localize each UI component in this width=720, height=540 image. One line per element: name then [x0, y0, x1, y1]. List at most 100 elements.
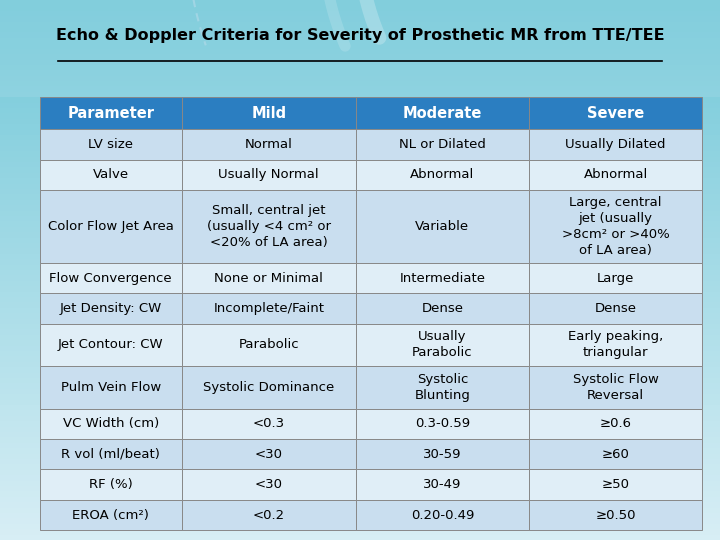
Text: Large: Large — [597, 272, 634, 285]
Bar — [0, 416, 720, 421]
Bar — [40, 366, 182, 409]
Bar — [529, 190, 702, 263]
Bar — [0, 437, 720, 443]
Text: <30: <30 — [255, 478, 283, 491]
Text: Parameter: Parameter — [67, 106, 154, 120]
Bar — [182, 500, 356, 530]
Bar — [529, 323, 702, 366]
Bar — [40, 159, 182, 190]
Bar — [356, 500, 529, 530]
Bar — [0, 43, 720, 49]
Text: EROA (cm²): EROA (cm²) — [73, 509, 149, 522]
Bar — [0, 535, 720, 540]
Text: None or Minimal: None or Minimal — [215, 272, 323, 285]
Text: Mild: Mild — [251, 106, 287, 120]
Bar — [182, 159, 356, 190]
Bar — [0, 378, 720, 383]
Bar — [0, 410, 720, 416]
Bar — [0, 373, 720, 378]
Bar — [182, 323, 356, 366]
Bar — [0, 178, 720, 184]
Bar — [0, 362, 720, 367]
Text: 0.3-0.59: 0.3-0.59 — [415, 417, 470, 430]
Bar — [0, 297, 720, 302]
Bar — [0, 475, 720, 481]
Bar — [40, 469, 182, 500]
Text: ≥50: ≥50 — [601, 478, 629, 491]
Text: Severe: Severe — [587, 106, 644, 120]
Bar — [0, 319, 720, 324]
Bar — [0, 32, 720, 38]
Bar — [0, 481, 720, 486]
Text: 30-49: 30-49 — [423, 478, 462, 491]
Bar — [529, 469, 702, 500]
Bar — [0, 427, 720, 432]
Bar — [0, 491, 720, 497]
Bar — [40, 263, 182, 293]
Text: Normal: Normal — [245, 138, 293, 151]
Bar — [0, 76, 720, 81]
Bar — [0, 459, 720, 464]
Text: Systolic Dominance: Systolic Dominance — [203, 381, 334, 394]
Bar — [0, 383, 720, 389]
Bar — [0, 5, 720, 11]
Bar — [182, 439, 356, 469]
Bar — [40, 293, 182, 323]
Text: Dense: Dense — [421, 302, 464, 315]
Bar — [182, 263, 356, 293]
Text: Usually
Parabolic: Usually Parabolic — [412, 330, 472, 360]
Bar — [529, 159, 702, 190]
Bar — [0, 54, 720, 59]
Bar — [0, 11, 720, 16]
Bar — [0, 432, 720, 437]
Bar — [0, 259, 720, 265]
Bar — [529, 129, 702, 159]
Bar — [356, 263, 529, 293]
Text: Abnormal: Abnormal — [583, 168, 648, 181]
Bar — [40, 439, 182, 469]
Text: <0.3: <0.3 — [253, 417, 285, 430]
Text: Echo & Doppler Criteria for Severity of Prosthetic MR from TTE/TEE: Echo & Doppler Criteria for Severity of … — [55, 28, 665, 43]
Text: Large, central
jet (usually
>8cm² or >40%
of LA area): Large, central jet (usually >8cm² or >40… — [562, 196, 670, 257]
Bar — [0, 0, 720, 5]
Bar — [0, 167, 720, 173]
Text: 30-59: 30-59 — [423, 448, 462, 461]
Bar — [0, 486, 720, 491]
Bar — [0, 454, 720, 459]
Bar — [0, 351, 720, 356]
Bar — [182, 293, 356, 323]
Text: Pulm Vein Flow: Pulm Vein Flow — [60, 381, 161, 394]
Bar — [529, 500, 702, 530]
Bar — [0, 146, 720, 151]
Bar — [0, 346, 720, 351]
Bar — [356, 366, 529, 409]
Bar — [182, 469, 356, 500]
Bar — [0, 27, 720, 32]
Bar — [0, 184, 720, 189]
Text: ≥0.6: ≥0.6 — [600, 417, 631, 430]
Bar — [0, 389, 720, 394]
Text: Flow Convergence: Flow Convergence — [50, 272, 172, 285]
Bar — [0, 340, 720, 346]
Bar — [0, 367, 720, 373]
Bar — [0, 313, 720, 319]
Text: Small, central jet
(usually <4 cm² or
<20% of LA area): Small, central jet (usually <4 cm² or <2… — [207, 204, 330, 249]
Text: R vol (ml/beat): R vol (ml/beat) — [61, 448, 161, 461]
Bar — [0, 329, 720, 335]
Text: VC Width (cm): VC Width (cm) — [63, 417, 159, 430]
Text: ≥60: ≥60 — [602, 448, 629, 461]
Bar — [0, 38, 720, 43]
Bar — [0, 335, 720, 340]
Bar — [182, 366, 356, 409]
Bar — [0, 243, 720, 248]
Bar — [0, 97, 720, 103]
Bar — [0, 394, 720, 400]
Text: Parabolic: Parabolic — [238, 339, 299, 352]
Bar — [0, 200, 720, 205]
Bar — [182, 129, 356, 159]
Bar — [0, 59, 720, 65]
Bar — [0, 173, 720, 178]
Bar — [0, 151, 720, 157]
Text: Incomplete/Faint: Incomplete/Faint — [213, 302, 324, 315]
Bar — [0, 22, 720, 27]
